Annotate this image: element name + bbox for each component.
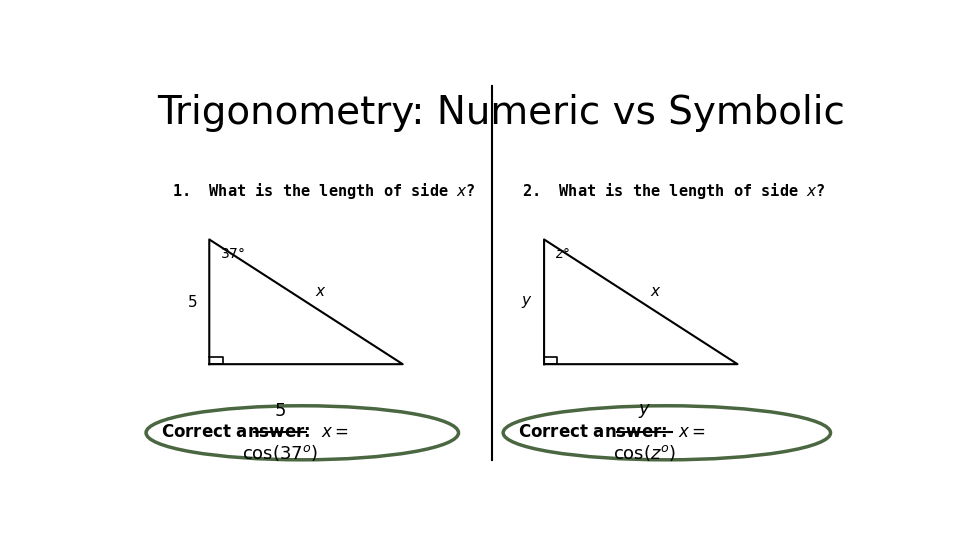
- Text: $5$: $5$: [187, 294, 198, 310]
- Text: Correct answer:  $x = $: Correct answer: $x = $: [161, 422, 349, 441]
- Text: Correct answer:  $x = $: Correct answer: $x = $: [518, 422, 707, 441]
- Text: $\cos(z^o)$: $\cos(z^o)$: [612, 443, 676, 463]
- Text: $y$: $y$: [521, 294, 533, 310]
- Text: Trigonometry: Numeric vs Symbolic: Trigonometry: Numeric vs Symbolic: [157, 94, 845, 132]
- Text: $37°$: $37°$: [221, 247, 246, 261]
- Text: 2.  What is the length of side $x$?: 2. What is the length of side $x$?: [522, 181, 826, 201]
- Text: $\cos(37^o)$: $\cos(37^o)$: [242, 443, 318, 463]
- Text: $z°$: $z°$: [555, 247, 570, 261]
- Text: $x$: $x$: [650, 284, 661, 299]
- Text: $y$: $y$: [637, 402, 651, 420]
- Text: 1.  What is the length of side $x$?: 1. What is the length of side $x$?: [172, 181, 475, 201]
- Text: $5$: $5$: [274, 402, 286, 420]
- Text: $x$: $x$: [315, 284, 326, 299]
